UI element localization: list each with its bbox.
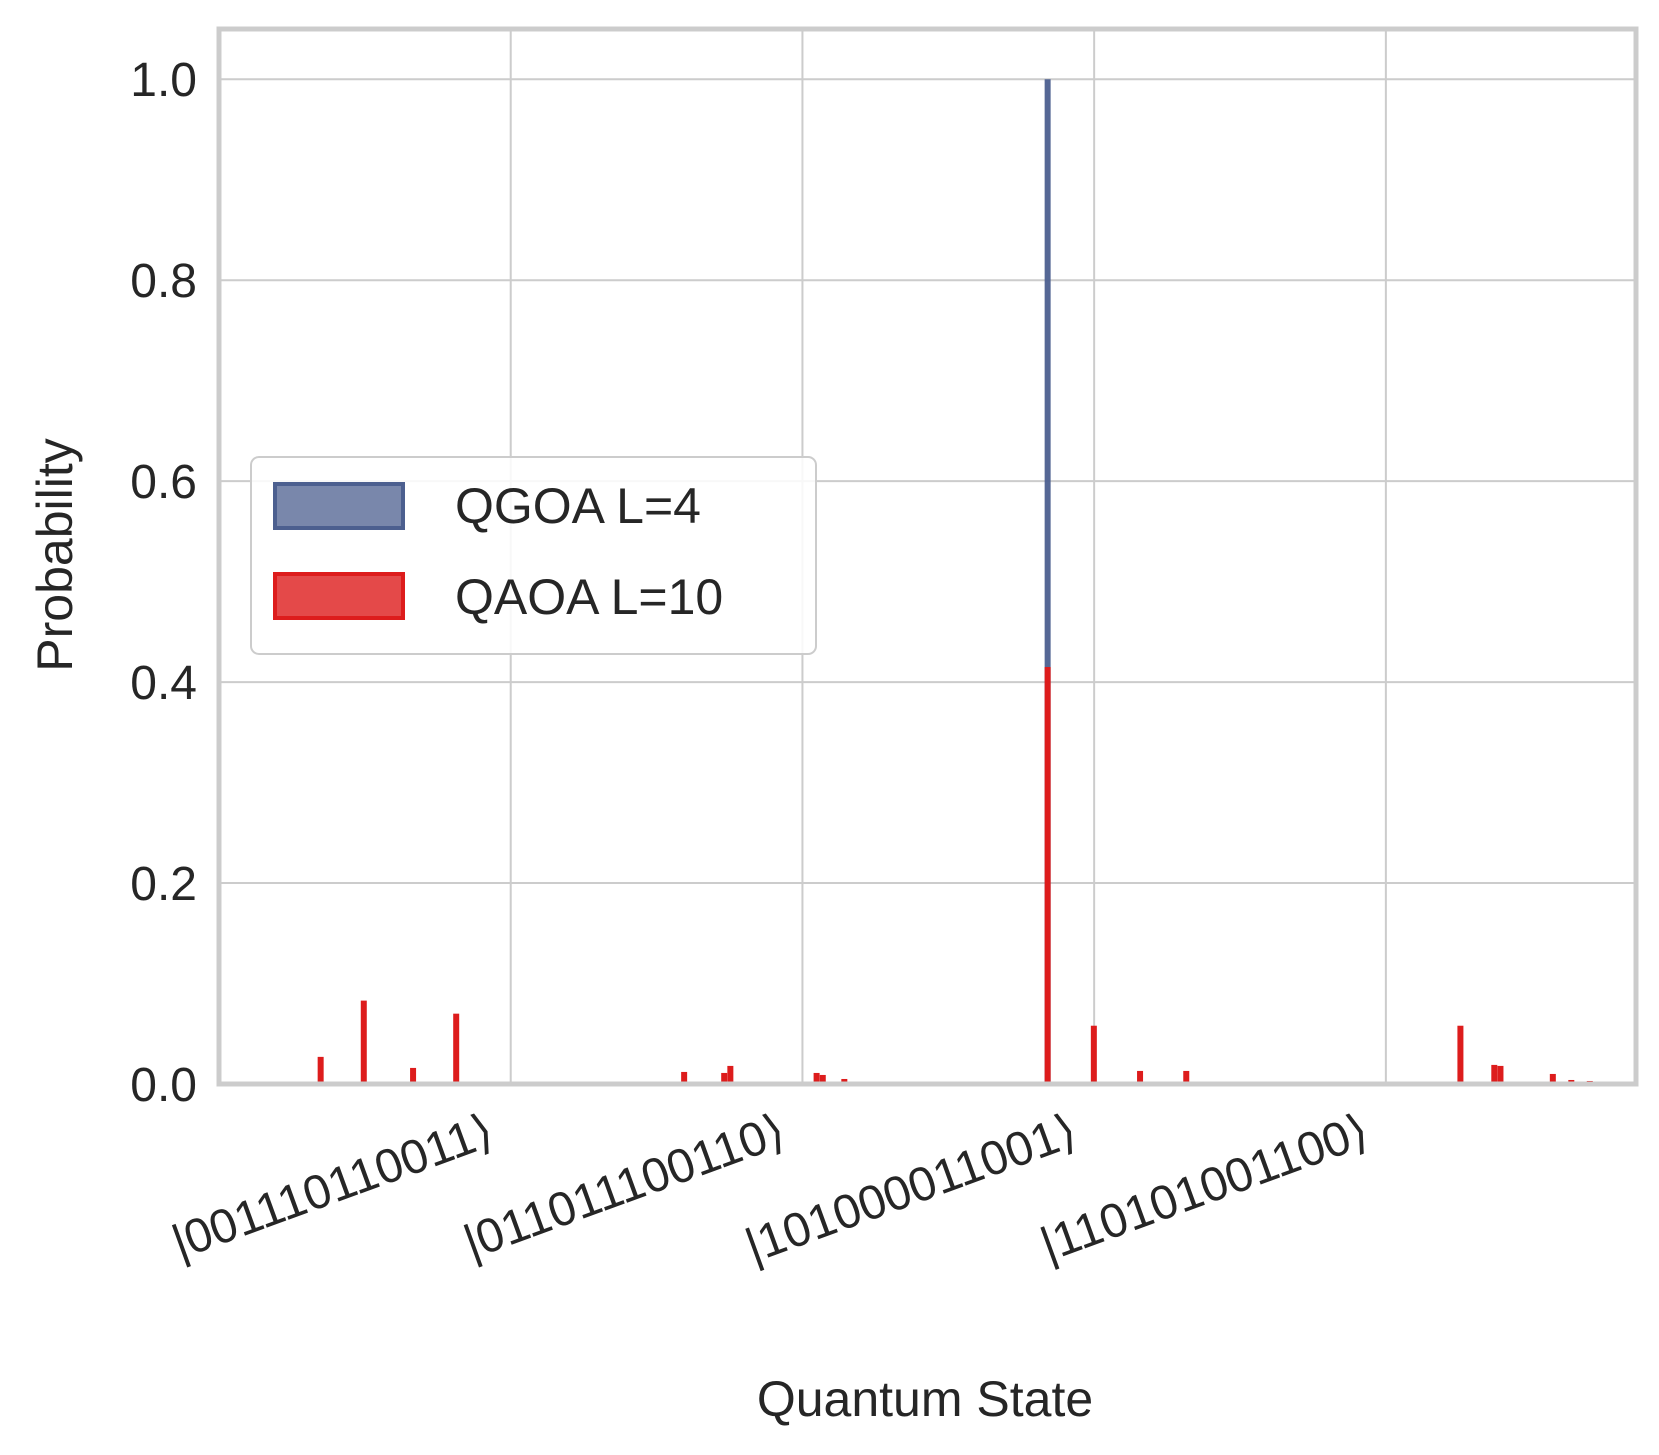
qaoa-bar bbox=[360, 1000, 367, 1084]
qaoa-bar bbox=[1183, 1070, 1190, 1084]
qaoa-bar bbox=[813, 1072, 820, 1084]
legend-label-qgoa: QGOA L=4 bbox=[455, 478, 701, 534]
legend-swatch-qaoa bbox=[273, 572, 405, 620]
axes-border bbox=[216, 26, 1639, 1087]
y-axis-label: Probability bbox=[27, 438, 83, 671]
qaoa-bar bbox=[1491, 1064, 1498, 1084]
x-axis-ticks: |001110110011⟩|011011100110⟩|10100001100… bbox=[165, 1105, 1375, 1274]
qaoa-bar bbox=[841, 1078, 848, 1084]
x-tick-label: |011011100110⟩ bbox=[457, 1105, 792, 1270]
x-tick-label: |001110110011⟩ bbox=[165, 1105, 500, 1270]
qaoa-bar bbox=[1090, 1025, 1097, 1084]
legend-swatch-qgoa bbox=[273, 482, 405, 530]
qaoa-bar bbox=[1457, 1025, 1464, 1084]
qaoa-bar bbox=[1044, 667, 1051, 1084]
x-tick-label: |110101001100⟩ bbox=[1034, 1105, 1376, 1273]
qaoa-bar bbox=[410, 1067, 417, 1084]
qaoa-bar bbox=[453, 1013, 460, 1084]
qaoa-bar bbox=[819, 1074, 826, 1084]
qgoa-bar bbox=[1044, 79, 1051, 1084]
y-tick-label: 0.4 bbox=[130, 657, 197, 710]
y-tick-label: 0.8 bbox=[130, 255, 197, 308]
y-axis-ticks: 0.0 0.2 0.4 0.6 0.8 1.0 bbox=[130, 54, 197, 1112]
legend-label-qaoa: QAOA L=10 bbox=[455, 569, 723, 625]
qaoa-bar bbox=[317, 1056, 324, 1084]
x-axis-label: Quantum State bbox=[757, 1371, 1093, 1427]
qaoa-bar bbox=[1137, 1070, 1144, 1084]
qaoa-bar bbox=[727, 1065, 734, 1084]
y-tick-label: 0.2 bbox=[130, 858, 197, 911]
qaoa-bar bbox=[681, 1071, 688, 1084]
y-tick-label: 0.0 bbox=[130, 1059, 197, 1112]
x-tick-label: |101000011001⟩ bbox=[739, 1105, 1084, 1274]
qaoa-bar bbox=[1549, 1073, 1556, 1084]
y-tick-label: 0.6 bbox=[130, 456, 197, 509]
y-tick-label: 1.0 bbox=[130, 54, 197, 107]
qaoa-bar bbox=[721, 1072, 728, 1084]
legend: QGOA L=4 QAOA L=10 bbox=[250, 456, 817, 655]
qaoa-bar bbox=[1497, 1065, 1504, 1084]
plot-frame bbox=[216, 26, 1639, 1087]
